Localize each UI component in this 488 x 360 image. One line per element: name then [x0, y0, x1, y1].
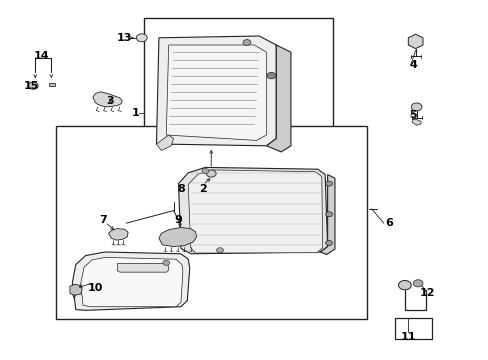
- Text: 15: 15: [24, 81, 40, 91]
- Text: 5: 5: [408, 110, 416, 120]
- Circle shape: [163, 260, 169, 265]
- Circle shape: [202, 168, 208, 174]
- Polygon shape: [72, 252, 189, 310]
- Circle shape: [325, 240, 332, 246]
- Polygon shape: [266, 45, 290, 152]
- Text: 9: 9: [174, 215, 182, 225]
- Polygon shape: [159, 228, 196, 247]
- Polygon shape: [166, 45, 266, 140]
- Polygon shape: [411, 120, 420, 125]
- Circle shape: [412, 280, 422, 287]
- Text: 2: 2: [199, 184, 206, 194]
- Circle shape: [398, 280, 410, 290]
- Circle shape: [243, 40, 250, 45]
- Text: 11: 11: [400, 332, 415, 342]
- Polygon shape: [81, 257, 183, 307]
- Polygon shape: [320, 175, 334, 255]
- Text: 3: 3: [106, 96, 114, 106]
- Polygon shape: [178, 167, 327, 254]
- Polygon shape: [188, 170, 322, 253]
- Circle shape: [266, 72, 275, 79]
- Text: 13: 13: [117, 33, 132, 43]
- Polygon shape: [156, 36, 276, 146]
- Text: 1: 1: [131, 108, 139, 118]
- Text: 6: 6: [384, 218, 392, 228]
- Polygon shape: [70, 284, 82, 295]
- Text: 7: 7: [99, 215, 106, 225]
- Text: 8: 8: [177, 184, 184, 194]
- Bar: [394, 318, 431, 339]
- Polygon shape: [156, 135, 173, 150]
- Polygon shape: [108, 229, 128, 240]
- Text: 4: 4: [408, 60, 416, 70]
- Circle shape: [325, 212, 332, 217]
- Circle shape: [28, 82, 38, 89]
- Polygon shape: [93, 92, 122, 107]
- Polygon shape: [117, 264, 168, 272]
- Polygon shape: [407, 34, 422, 49]
- Text: 10: 10: [87, 283, 103, 293]
- Bar: [144, 18, 332, 167]
- Circle shape: [325, 181, 332, 186]
- Text: 12: 12: [419, 288, 435, 298]
- Polygon shape: [49, 83, 55, 86]
- Circle shape: [410, 103, 421, 111]
- Bar: [56, 126, 366, 319]
- Text: 14: 14: [34, 51, 49, 61]
- Circle shape: [136, 34, 147, 42]
- Circle shape: [206, 170, 216, 177]
- Circle shape: [216, 248, 223, 253]
